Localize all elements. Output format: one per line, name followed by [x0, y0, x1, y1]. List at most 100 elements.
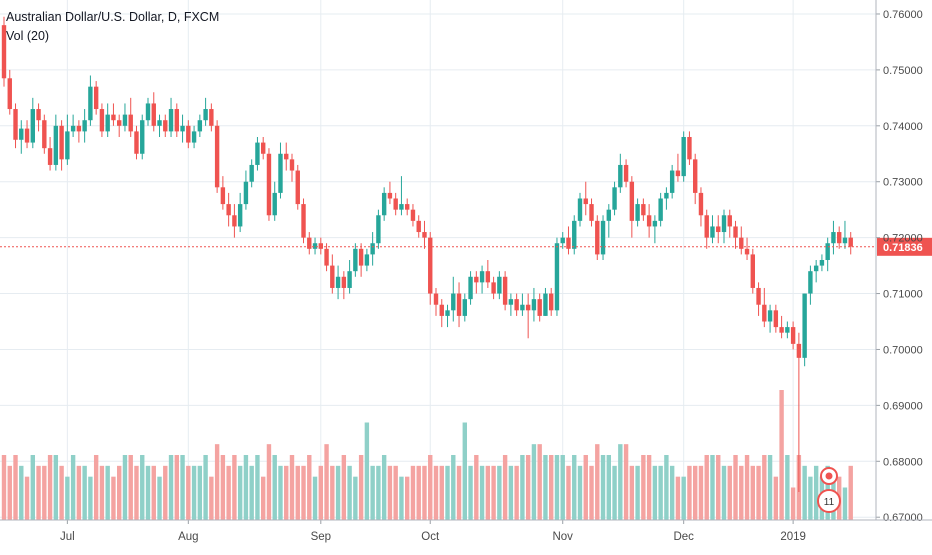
candle: [42, 114, 47, 154]
candle-body: [756, 287, 761, 305]
candle: [36, 103, 41, 132]
candle-body: [289, 159, 295, 171]
candle: [347, 260, 352, 294]
candle: [785, 321, 790, 339]
candle-body: [214, 125, 220, 188]
volume-indicator-label[interactable]: Vol (20): [6, 29, 50, 43]
volume-bar: [652, 465, 658, 520]
volume-bar: [220, 455, 226, 520]
candle: [353, 243, 358, 277]
axes: 0.76000 0.75000 0.74000 0.73000 0.72000 0.710…: [0, 0, 932, 543]
volume-bar: [289, 455, 295, 520]
candle: [583, 181, 588, 216]
candle: [191, 125, 197, 149]
candle: [393, 192, 398, 216]
candle-body: [42, 120, 47, 149]
candle: [186, 120, 191, 149]
x-tick-label: Aug: [178, 531, 198, 543]
candle-body: [312, 243, 318, 249]
candle-body: [773, 310, 779, 328]
candle-body: [606, 209, 611, 221]
candle: [825, 237, 830, 272]
candle-body: [629, 181, 635, 221]
volume-bar: [59, 465, 64, 520]
volume-bar: [209, 476, 214, 520]
volume-bar: [226, 465, 231, 520]
candle: [364, 248, 370, 272]
volume-bar: [623, 444, 629, 520]
candle: [600, 215, 606, 260]
volume-bar: [554, 455, 560, 520]
volume-bar: [330, 465, 335, 520]
candle-body: [19, 128, 24, 140]
candle-body: [451, 293, 456, 311]
x-tick-label: Sep: [311, 531, 331, 543]
volume-bar: [485, 465, 491, 520]
candle-body: [652, 220, 658, 227]
candle-body: [537, 299, 542, 316]
volume-bars: [1, 390, 853, 520]
y-tick-label: 0.76000: [883, 9, 923, 21]
candle: [525, 293, 531, 339]
volume-bar: [13, 455, 18, 520]
volume-bar: [589, 465, 594, 520]
candle: [289, 153, 295, 182]
volume-bar: [111, 476, 116, 520]
volume-bar: [151, 465, 156, 520]
candle-body: [82, 120, 87, 132]
candle: [301, 198, 306, 244]
volume-bar: [307, 455, 312, 520]
badge-number: 11: [824, 497, 835, 508]
volume-bar: [410, 465, 416, 520]
volume-bar: [779, 390, 784, 520]
y-tick-label: 0.72000: [883, 233, 923, 245]
volume-bar: [358, 455, 364, 520]
candle-body: [514, 299, 519, 311]
candle-body: [157, 120, 162, 126]
candle: [549, 287, 554, 316]
candle-body: [785, 327, 790, 333]
candle: [151, 92, 156, 132]
candle-body: [209, 109, 214, 126]
candle: [767, 304, 773, 333]
volume-bar: [600, 455, 606, 520]
candle-body: [30, 109, 35, 143]
volume-bar: [537, 444, 542, 520]
candle: [232, 204, 237, 238]
candle-body: [767, 310, 773, 322]
candle-body: [456, 293, 462, 316]
candle: [721, 209, 727, 244]
candle: [117, 114, 122, 137]
symbol-title[interactable]: Australian Dollar/U.S. Dollar, D, FXCM: [6, 10, 220, 24]
news-badge-icon[interactable]: 11: [817, 489, 841, 513]
volume-bar: [243, 455, 249, 520]
candle-body: [249, 164, 254, 182]
candle-body: [733, 226, 738, 238]
candle-body: [566, 237, 571, 249]
candle: [203, 97, 208, 126]
candle-body: [381, 192, 387, 216]
candle: [687, 131, 692, 165]
volume-bar: [93, 455, 99, 520]
candle-body: [347, 271, 352, 288]
candle: [508, 293, 514, 316]
volume-bar: [381, 455, 387, 520]
volume-bar: [664, 455, 669, 520]
volume-bar: [249, 465, 254, 520]
volume-bar: [531, 444, 537, 520]
candle-body: [474, 276, 479, 283]
candle-body: [186, 125, 191, 143]
chart-widgets: 11: [817, 467, 841, 513]
volume-bar: [727, 465, 732, 520]
candle: [324, 243, 329, 272]
candle: [88, 75, 93, 126]
x-tick-label: Jul: [60, 531, 75, 543]
candle: [284, 142, 289, 171]
candle-body: [744, 248, 750, 255]
settings-badge-icon[interactable]: [820, 467, 838, 485]
volume-bar: [710, 455, 715, 520]
candle-body: [525, 304, 531, 311]
candle-body: [808, 271, 813, 294]
